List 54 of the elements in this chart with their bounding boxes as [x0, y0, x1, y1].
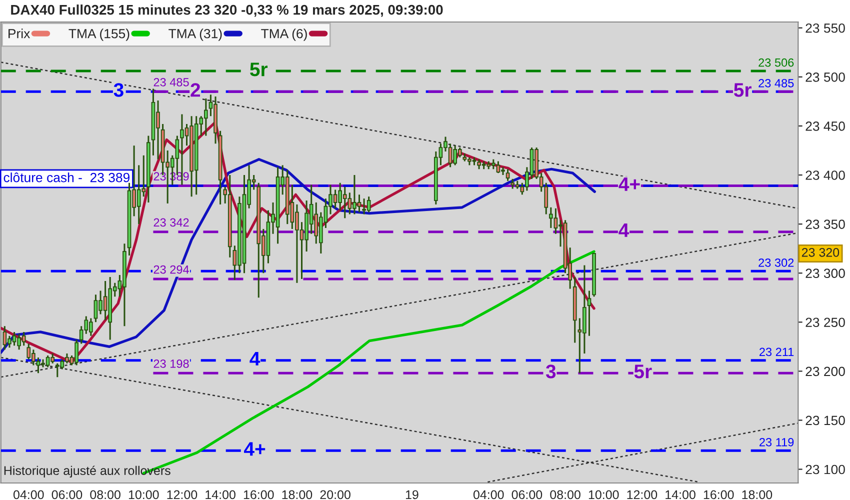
- x-tick-label: 10:00: [588, 490, 619, 500]
- x-tick-label: 14:00: [206, 490, 236, 500]
- x-tick-label: 08:00: [550, 490, 580, 500]
- x-tick-label: 16:00: [704, 490, 734, 500]
- y-tick-label: 23 350: [806, 220, 845, 229]
- x-tick-label: 18:00: [282, 490, 312, 500]
- legend-label: Prix: [8, 28, 30, 38]
- ref-line-label: clôture cash - 23 389: [4, 172, 130, 182]
- annotation: 4: [618, 224, 630, 237]
- x-tick-label: 12:00: [627, 490, 658, 500]
- legend-label: TMA (155): [68, 28, 130, 41]
- x-tick-label: 06:00: [52, 490, 82, 500]
- x-tick-label: 19: [406, 490, 418, 500]
- y-tick-label: 23 300: [806, 268, 845, 278]
- y-tick-label: 23 100: [806, 464, 845, 474]
- annotation: 23 320: [802, 248, 840, 257]
- x-tick-label: 10:00: [128, 490, 159, 500]
- data-label: 23 342: [154, 218, 189, 227]
- annotation: 4+: [618, 177, 640, 191]
- annotation: 2: [190, 83, 200, 97]
- ref-line-label: 23 485: [758, 78, 794, 88]
- y-tick-label: 23 400: [806, 170, 845, 180]
- annotation: 4+: [244, 442, 266, 456]
- legend-label: TMA (6): [261, 28, 307, 41]
- y-tick-label: 23 500: [806, 72, 845, 82]
- x-tick-label: 06:00: [512, 490, 542, 500]
- y-tick-label: 23 550: [806, 23, 845, 33]
- y-tick-label: 23 200: [806, 366, 845, 376]
- y-tick-label: 23 450: [806, 122, 845, 131]
- data-label: 23 485: [154, 78, 189, 86]
- x-tick-label: 12:00: [167, 490, 198, 500]
- x-tick-label: 04:00: [473, 490, 504, 500]
- annotation: 5r: [734, 83, 752, 97]
- ref-line-label: 23 506: [758, 58, 794, 67]
- annotation: 4: [250, 352, 260, 366]
- x-tick-label: 20:00: [320, 490, 350, 500]
- x-tick-label: 14:00: [666, 490, 696, 500]
- annotation: 3: [546, 364, 556, 378]
- legend-label: TMA (31): [168, 28, 222, 41]
- x-tick-label: 04:00: [13, 490, 44, 500]
- x-tick-label: 18:00: [742, 490, 772, 500]
- y-tick-label: 23 150: [806, 416, 845, 426]
- annotation: 5r: [634, 364, 652, 378]
- data-label: 23 198: [154, 360, 189, 368]
- y-tick-label: 23 250: [806, 318, 845, 328]
- ref-line-label: 23 119: [760, 438, 794, 446]
- x-tick-label: 16:00: [244, 490, 274, 500]
- ref-line-label: 23 211: [760, 348, 794, 356]
- annotation: 5r: [250, 62, 268, 76]
- x-tick-label: 08:00: [90, 490, 120, 500]
- data-label: 23 294: [154, 265, 189, 274]
- annotation: 3: [114, 83, 124, 97]
- chart-title: DAX40 Full0325 15 minutes 23 320 -0,33 % 19 mars 2025, 09:39:00: [11, 4, 443, 17]
- ref-line-label: 23 302: [758, 258, 794, 267]
